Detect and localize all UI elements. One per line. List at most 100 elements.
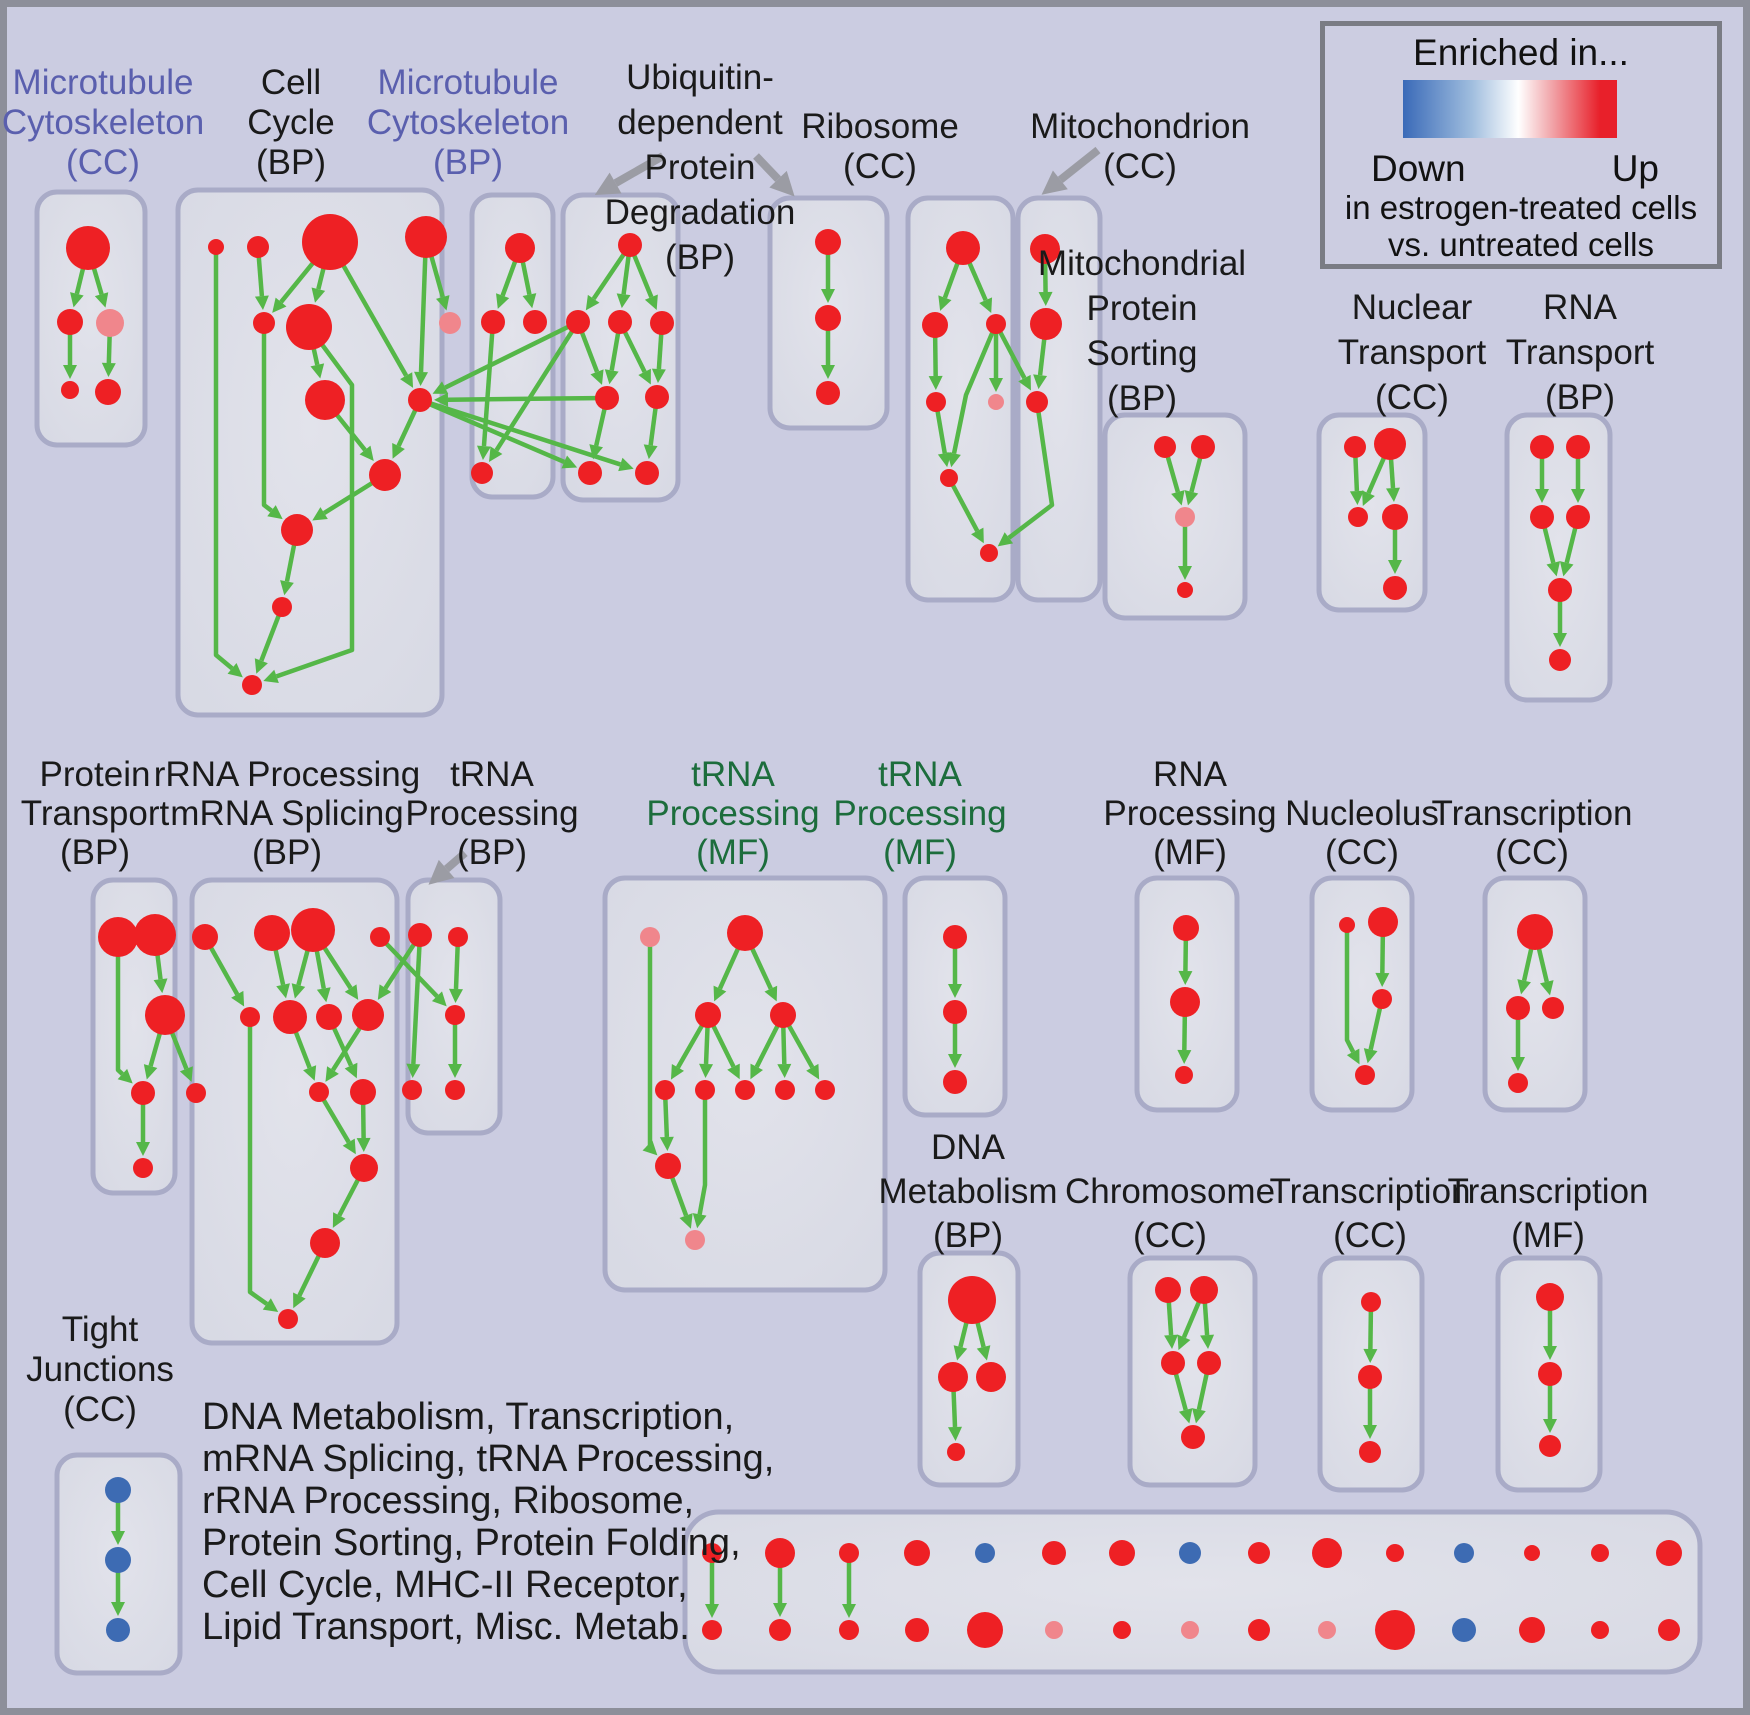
cross-edge-head [179,1066,193,1082]
edge-ribosome-cc-head [979,297,993,313]
edge-trna-processing-mf-large-head [679,1213,693,1229]
go-term-node-red [1197,1351,1221,1375]
go-term-node-red [272,597,292,617]
edge-rna-transport-head [1553,633,1567,647]
edge-microtubule-bp-head [522,293,537,309]
go-term-node-red [192,924,218,950]
edge-nuclear-transport-head [1349,490,1364,506]
go-term-node-red [310,1228,340,1258]
go-term-node-red [815,305,841,331]
go-term-node-red [839,1620,859,1640]
go-term-node-red [1175,1066,1193,1084]
go-term-node-red [350,1154,378,1182]
go-term-node-red [1656,1540,1682,1566]
edge-cell-cycle-head [254,658,268,674]
go-term-node-pink [1181,1621,1199,1639]
edge-ubiquitin-degradation-1-head [585,294,600,311]
edge-ubiquitin-degradation-1-head [604,369,619,385]
edge-microtubule-bp-line [481,321,496,447]
go-term-node-pink [685,1230,705,1250]
edge-rrna-processing-mrna-splicing-head [332,1212,346,1228]
go-term-node-blue [1452,1618,1476,1642]
legend-subtitle-1: in estrogen-treated cells [1344,189,1698,226]
edge-rrna-processing-mrna-splicing-head [356,1137,371,1153]
edge-trna-processing-bp-head [448,1064,462,1078]
go-term-node-red [815,1080,835,1100]
go-term-node-red [986,314,1006,334]
go-term-node-red [369,459,401,491]
go-term-node-red [695,1002,721,1028]
go-term-node-red [1177,582,1193,598]
go-term-node-red [57,309,83,335]
edge-protein-transport-head [143,1064,158,1080]
go-term-node-red [481,310,505,334]
edge-rrna-processing-mrna-splicing-head [344,984,359,1000]
go-term-node-red [1368,907,1398,937]
go-term-node-red [1155,1277,1181,1303]
go-term-node-red [247,236,269,258]
go-term-node-red [595,386,619,410]
edge-cell-cycle-head [227,662,243,678]
go-term-node-red [1382,504,1408,530]
go-term-node-red [735,1080,755,1100]
go-term-node-red [1549,649,1571,671]
legend-title: Enriched in... [1413,32,1629,73]
go-term-node-red [1113,1621,1131,1639]
go-term-node-red [905,1618,929,1642]
go-term-node-red [370,927,390,947]
go-term-node-red [1374,428,1406,460]
go-term-node-blue [105,1547,131,1573]
go-term-node-red [1173,915,1199,941]
go-term-node-red [1359,1441,1381,1463]
go-term-node-red [291,908,335,952]
edge-cell-cycle-head [359,445,374,461]
go-term-node-red [1530,435,1554,459]
go-term-node-red [976,1362,1006,1392]
go-term-node-pink [640,927,660,947]
go-term-node-red [95,379,121,405]
edge-trna-processing-mf-large-head [699,1063,714,1079]
go-term-node-pink [439,312,461,334]
mitochondrion-pointer-head [1041,170,1068,195]
edge-nucleolus-cc-head [1375,972,1390,988]
go-term-node-red [523,310,547,334]
edge-nucleolus-cc-line [1344,925,1356,1053]
go-term-node-red [402,1080,422,1100]
go-term-node-red [278,1309,298,1329]
edge-rrna-processing-mrna-splicing-head [344,1062,358,1079]
edge-rrna-processing-mrna-splicing-head [276,983,290,999]
go-term-node-red [1026,391,1048,413]
trna-bp-pointer-head [428,859,455,885]
legend-box: Enriched in... Down Up in estrogen-treat… [1320,21,1722,269]
edge-trna-processing-bp-head [406,1063,421,1079]
go-term-node-red [702,1620,722,1640]
go-term-node-red [98,917,138,957]
go-term-node-red [1530,505,1554,529]
cross-edge-head [431,991,447,1007]
go-term-node-red [922,312,948,338]
edge-ubiquitin-degradation-1-head [638,368,651,385]
go-term-node-red [133,1158,153,1178]
go-term-node-red [134,914,176,956]
go-term-node-red [566,310,590,334]
edge-trna-processing-mf-large-line [697,1090,708,1215]
edge-chromosome-cc-head [1164,1334,1179,1350]
go-term-node-red [1383,576,1407,600]
go-term-node-red [1591,1621,1609,1639]
edge-dna-metabolism-head [976,1345,991,1361]
go-term-node-red [408,923,432,947]
cross-edge-line [444,319,579,390]
edge-mitochondrial-protein-sorting-head [1171,490,1185,506]
edge-nuclear-transport-head [1388,560,1402,574]
edge-ribosome-cc-line [947,476,980,532]
go-term-node-red [242,675,262,695]
edge-ribosome-cc-head [971,527,984,544]
edge-mitochondrion-cc-head [1033,374,1048,390]
edge-protein-transport-head [136,1142,150,1156]
edge-rrna-processing-mrna-splicing-head [303,1065,317,1081]
go-term-node-red [943,1000,967,1024]
edge-ribosome-cc-head [928,375,943,391]
go-term-node-blue [105,1477,131,1503]
go-term-node-red [1030,234,1060,264]
go-term-node-red [1506,996,1530,1020]
